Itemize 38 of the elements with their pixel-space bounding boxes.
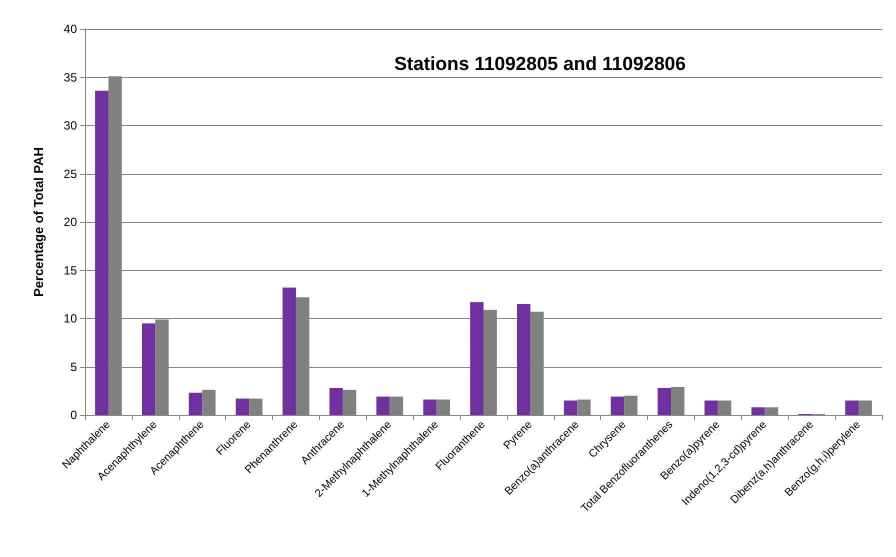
- bar: [249, 398, 262, 415]
- y-tick-label: 35: [64, 70, 78, 84]
- bar: [95, 90, 108, 415]
- bar: [764, 407, 778, 415]
- y-tick-label: 25: [64, 166, 78, 181]
- bar: [188, 392, 202, 415]
- y-tick-label: 0: [70, 408, 78, 422]
- bar: [342, 390, 356, 415]
- bar: [845, 400, 859, 415]
- bar: [658, 388, 672, 415]
- bar: [577, 400, 591, 415]
- bar: [423, 400, 437, 415]
- bar: [624, 396, 638, 415]
- bar: [142, 323, 156, 415]
- bar: [858, 400, 872, 415]
- text: Stations 11092805 and 11092806: [394, 54, 686, 75]
- y-tick-label: 40: [64, 22, 78, 36]
- y-tick-label: 15: [64, 263, 78, 278]
- bar: [517, 304, 530, 415]
- bar: [751, 407, 765, 415]
- bar: [610, 396, 624, 415]
- bar: [718, 400, 732, 415]
- bar: [236, 398, 250, 415]
- y-tick-label: 30: [64, 118, 78, 132]
- bar: [436, 400, 450, 415]
- bar: [390, 396, 404, 415]
- bar: [329, 388, 343, 415]
- bar: [564, 400, 578, 415]
- bar: [704, 400, 718, 415]
- y-tick-label: 5: [70, 360, 78, 374]
- y-tick-label: 20: [64, 215, 78, 229]
- y-tick-label: 10: [64, 312, 78, 326]
- bar: [470, 302, 484, 415]
- y-axis-title: Percentage of Total PAH: [31, 147, 46, 297]
- bar: [282, 288, 296, 415]
- bar: [376, 396, 390, 415]
- bar: [671, 387, 684, 415]
- bar: [202, 390, 216, 415]
